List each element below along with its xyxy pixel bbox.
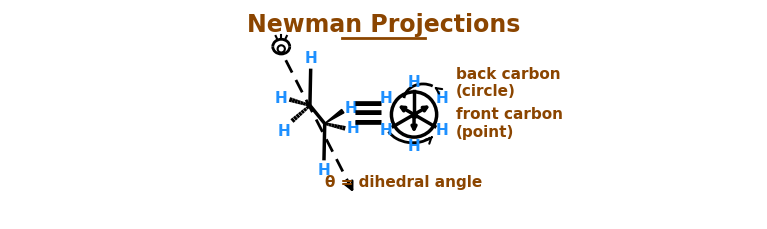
Text: H: H (408, 75, 420, 90)
Text: H: H (345, 101, 357, 116)
Text: H: H (436, 91, 448, 106)
Text: Newman Projections: Newman Projections (247, 13, 520, 37)
Polygon shape (324, 109, 344, 124)
Text: ≡: ≡ (351, 93, 385, 136)
Text: H: H (278, 124, 291, 139)
Text: H: H (408, 139, 420, 154)
Text: H: H (380, 91, 393, 106)
Text: H: H (304, 51, 317, 66)
Text: θ = dihedral angle: θ = dihedral angle (325, 175, 482, 190)
Text: back carbon
(circle): back carbon (circle) (456, 67, 561, 99)
Text: H: H (380, 123, 393, 138)
Text: H: H (275, 91, 288, 106)
Text: H: H (436, 123, 448, 138)
Text: H: H (318, 163, 331, 178)
Text: front carbon
(point): front carbon (point) (456, 107, 563, 140)
Text: H: H (347, 121, 360, 136)
